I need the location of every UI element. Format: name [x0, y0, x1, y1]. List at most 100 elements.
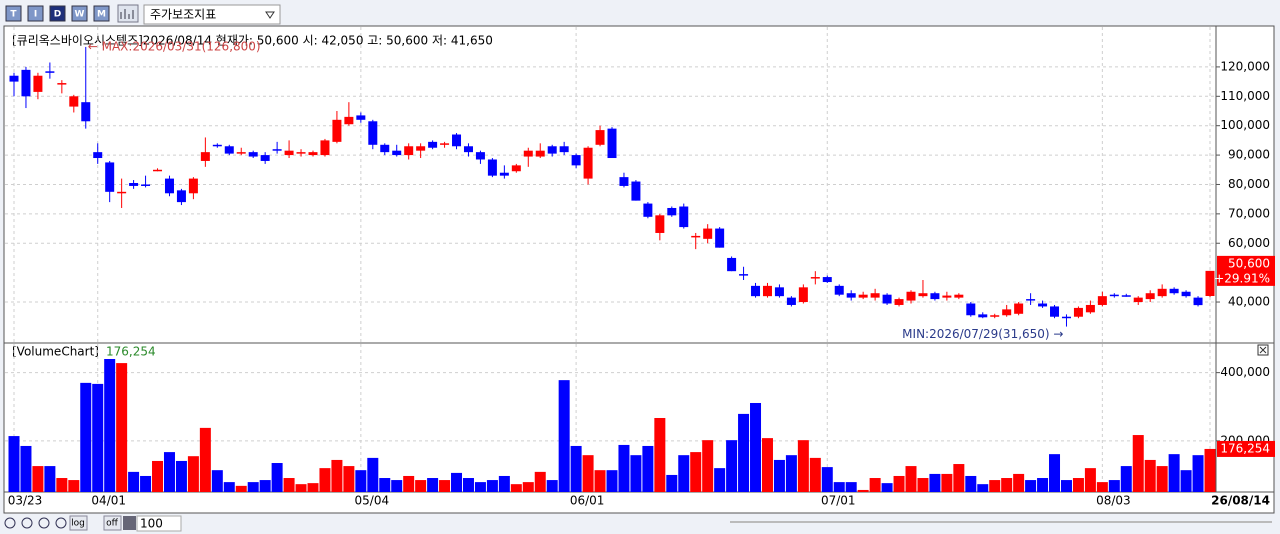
period-button[interactable] — [93, 5, 110, 22]
count-box[interactable] — [136, 515, 182, 532]
volume-bar — [247, 482, 259, 492]
volume-bar — [355, 470, 367, 492]
volume-bar — [211, 470, 223, 492]
candle-body — [308, 152, 318, 156]
settings-button[interactable] — [123, 516, 136, 530]
zoom-fit[interactable] — [55, 517, 67, 529]
candle-body — [463, 146, 473, 153]
candle-body — [679, 206, 689, 228]
volume-bar — [44, 466, 56, 492]
candle-body — [200, 152, 210, 161]
volume-bar — [20, 445, 32, 492]
zoom-reset[interactable] — [38, 517, 50, 529]
candle-body — [332, 119, 342, 142]
period-label[interactable]: M — [97, 10, 106, 20]
last-volume-box — [1217, 440, 1275, 457]
volume-bar — [8, 436, 20, 492]
volume-bar — [785, 455, 797, 492]
volume-bar — [32, 466, 44, 492]
volume-bar — [905, 466, 917, 492]
select-box[interactable]: 주가보조지표 — [143, 4, 281, 25]
volume-bar — [558, 380, 570, 492]
candle-body — [703, 228, 713, 239]
candle-body — [404, 146, 414, 156]
candle-body — [81, 102, 91, 122]
log-button[interactable] — [69, 515, 88, 531]
volume-bar — [678, 455, 690, 492]
candle-body — [774, 287, 784, 297]
select-text[interactable]: 주가보조지표 — [150, 8, 216, 22]
date-label: 05/04 — [355, 494, 390, 508]
select-arrow[interactable] — [265, 11, 275, 19]
period-button[interactable] — [5, 5, 22, 22]
volume-bar — [152, 460, 164, 492]
volume-bar — [773, 459, 785, 492]
select-frame[interactable] — [143, 4, 281, 25]
off-label[interactable]: off — [106, 519, 119, 529]
candle-body — [954, 294, 964, 298]
candle-body — [487, 159, 497, 176]
volume-bar — [415, 480, 427, 492]
volume-bar — [1156, 466, 1168, 492]
period-button[interactable] — [49, 5, 66, 22]
zoom-out[interactable] — [21, 517, 33, 529]
period-button[interactable] — [27, 5, 44, 22]
volume-bar — [331, 459, 343, 492]
volume-bar — [618, 444, 630, 492]
volume-bar — [857, 489, 869, 492]
y-tick-label: 90,000 — [1228, 148, 1270, 162]
volume-bar — [809, 457, 821, 492]
zoom-in[interactable] — [4, 517, 16, 529]
volume-bar — [582, 455, 594, 492]
candle-body — [69, 96, 79, 107]
volume-bar — [570, 445, 582, 492]
candle-body — [1097, 296, 1107, 305]
candle-body — [475, 152, 485, 160]
volume-bar — [1120, 466, 1132, 492]
period-button[interactable] — [71, 5, 88, 22]
volume-bar — [953, 464, 965, 492]
volume-bar — [68, 480, 80, 492]
candle-body — [416, 146, 426, 151]
candle-body — [248, 152, 258, 157]
volume-bar — [1192, 455, 1204, 492]
last-price-box — [1217, 255, 1275, 286]
volume-title: [VolumeChart] — [12, 345, 99, 359]
volume-bar — [80, 382, 92, 492]
volume-bar — [1084, 468, 1096, 492]
candle-body — [966, 303, 976, 316]
volume-bar — [833, 482, 845, 492]
candle-body — [942, 295, 952, 298]
volume-bar — [223, 482, 235, 492]
candle-body — [440, 143, 450, 145]
change-label: +29.91% — [1214, 271, 1270, 285]
candle-body — [212, 144, 222, 147]
footer-bar — [0, 515, 1280, 534]
candle-body — [260, 155, 270, 161]
volume-bar — [965, 475, 977, 492]
candle-body — [631, 181, 641, 201]
candle-body — [834, 285, 844, 295]
volume-bar — [1108, 480, 1120, 492]
period-label[interactable]: T — [10, 10, 17, 20]
log-label[interactable]: log — [71, 519, 85, 529]
candle-body — [762, 285, 772, 297]
period-label[interactable]: W — [75, 10, 85, 20]
date-label: 06/01 — [570, 494, 605, 508]
candle-body — [452, 134, 462, 147]
candle-body — [236, 152, 246, 154]
volume-bar — [726, 440, 738, 492]
candle-body — [643, 203, 653, 217]
candle-body — [822, 277, 832, 283]
period-label[interactable]: I — [34, 10, 37, 20]
count-value[interactable]: 100 — [140, 517, 163, 531]
off-button[interactable] — [103, 515, 122, 531]
volume-bar — [175, 460, 187, 492]
candle-body — [368, 121, 378, 145]
period-label[interactable]: D — [54, 10, 61, 20]
volume-bar — [1001, 478, 1013, 492]
volume-bar — [235, 485, 247, 492]
last-price: 50,600 — [1228, 256, 1270, 270]
candle-body — [1061, 316, 1071, 319]
candle-body — [1109, 294, 1119, 297]
